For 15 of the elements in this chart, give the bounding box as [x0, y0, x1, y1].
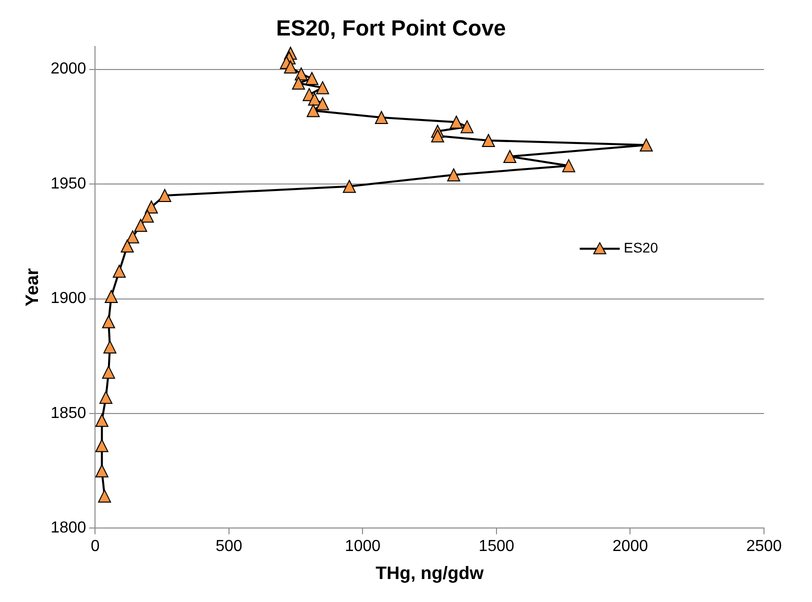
x-tick-label: 1000 [344, 538, 381, 556]
x-tick-label: 1500 [478, 538, 514, 556]
y-tick-label: 1900 [50, 290, 86, 308]
x-axis-title: THg, ng/gdw [376, 563, 485, 584]
x-tick-label: 2000 [612, 538, 648, 556]
chart-title: ES20, Fort Point Cove [276, 15, 506, 40]
legend-label: ES20 [624, 240, 658, 256]
x-tick-label: 500 [216, 538, 242, 556]
y-tick-label: 1800 [50, 520, 86, 537]
x-tick-label: 0 [90, 538, 100, 556]
y-axis-title: Year [22, 268, 42, 306]
y-tick-label: 1850 [50, 404, 86, 422]
y-tick-label: 1950 [50, 175, 86, 192]
x-tick-label: 2500 [746, 538, 782, 556]
y-tick-label: 2000 [50, 60, 86, 78]
